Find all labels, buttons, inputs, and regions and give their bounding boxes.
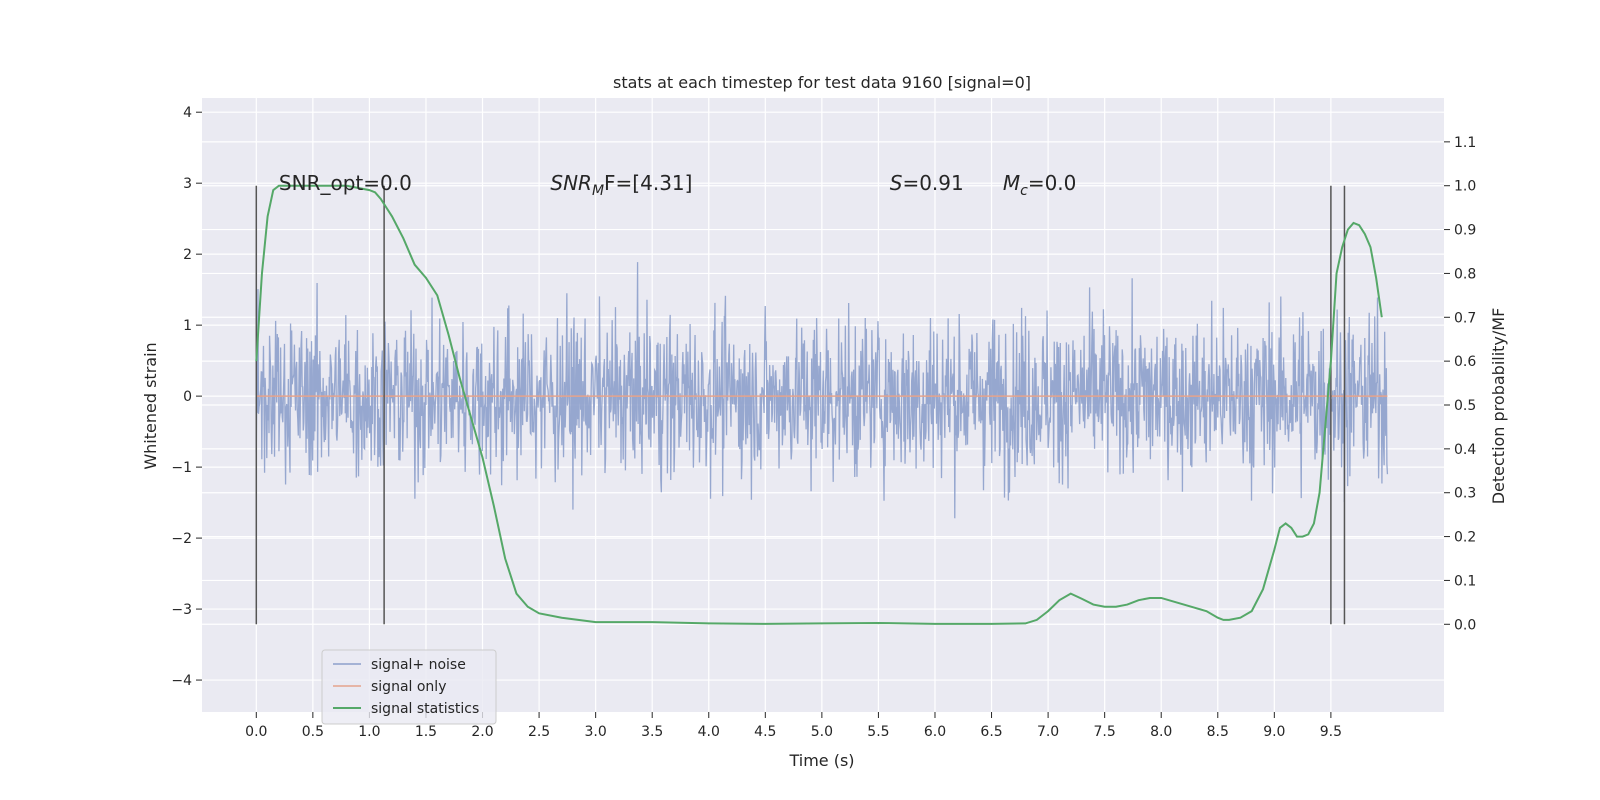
legend-entry-signal-statistics: signal statistics	[371, 701, 479, 717]
signal-statistics-line	[255, 184, 1383, 625]
x-tick-label: 1.5	[415, 724, 437, 740]
legend-entry-signal-plus-noise: signal+ noise	[371, 657, 466, 673]
noise-series-signal-plus-noise	[255, 262, 1389, 519]
annotation-3: Mc=0.0	[1003, 171, 1077, 199]
y-axis-label: Whitened strain	[141, 342, 160, 469]
y-tick-label: 4	[183, 105, 192, 121]
vertical-marker-lines	[255, 185, 1346, 625]
chart-title: stats at each timestep for test data 916…	[613, 73, 1031, 92]
x-axis-ticks: 0.0 0.5 1.0 1.5 2.0 2.5 3.0 3.5 4.0 4.5 5.0 5.5 6.0 6…	[245, 712, 1342, 740]
y-tick-label: −2	[171, 531, 192, 547]
x-tick-label: 6.0	[924, 724, 946, 740]
x-tick-label: 1.0	[358, 724, 380, 740]
y-tick-label: −1	[171, 460, 192, 476]
y-right-tick-label: 0.8	[1454, 266, 1476, 282]
signal-statistics-series	[255, 184, 1383, 625]
x-tick-label: 0.0	[245, 724, 267, 740]
x-tick-label: 7.0	[1037, 724, 1059, 740]
noise-trace	[255, 262, 1389, 519]
x-tick-label: 4.5	[754, 724, 776, 740]
x-tick-label: 7.5	[1094, 724, 1116, 740]
x-tick-label: 8.5	[1207, 724, 1229, 740]
x-tick-label: 3.5	[641, 724, 663, 740]
annotations: SNR_opt=0.0 SNRMF=[4.31] S=0.91 Mc=0.0	[279, 171, 1076, 199]
x-tick-label: 9.0	[1263, 724, 1285, 740]
y-tick-label: 0	[183, 389, 192, 405]
x-tick-label: 8.0	[1150, 724, 1172, 740]
y-right-tick-label: 0.6	[1454, 354, 1476, 370]
y-right-tick-label: 0.0	[1454, 617, 1476, 633]
y-right-tick-label: 0.2	[1454, 530, 1476, 546]
y-right-tick-label: 1.0	[1454, 179, 1476, 195]
y-right-tick-label: 0.1	[1454, 573, 1476, 589]
y-tick-label: 2	[183, 247, 192, 263]
y-right-tick-label: 0.5	[1454, 398, 1476, 414]
y-right-tick-label: 0.4	[1454, 442, 1476, 458]
x-tick-label: 9.5	[1320, 724, 1342, 740]
y-right-tick-label: 1.1	[1454, 135, 1476, 151]
legend-box	[321, 649, 497, 725]
legend: signal+ noise signal only signal statist…	[321, 649, 497, 725]
y-tick-label: 1	[183, 318, 192, 334]
x-tick-label: 3.0	[585, 724, 607, 740]
x-tick-label: 0.5	[302, 724, 324, 740]
x-tick-label: 4.0	[698, 724, 720, 740]
y-tick-label: −4	[171, 673, 192, 689]
y-right-tick-label: 0.3	[1454, 486, 1476, 502]
y-tick-label: −3	[171, 602, 192, 618]
y-right-tick-label: 0.7	[1454, 310, 1476, 326]
x-tick-label: 5.5	[867, 724, 889, 740]
y-tick-label: 3	[183, 176, 192, 192]
annotation-2: S=0.91	[890, 171, 964, 195]
x-tick-label: 2.0	[471, 724, 493, 740]
y-axis-ticks-right: 0.0 0.1 0.2 0.3 0.4 0.5 0.6 0.7 0.8 0.9 1.0 1.1	[1444, 135, 1476, 633]
y-right-tick-label: 0.9	[1454, 223, 1476, 239]
annotation-0: SNR_opt=0.0	[279, 171, 412, 195]
y-axis-label-right: Detection probability/MF	[1489, 308, 1508, 505]
x-tick-label: 6.5	[980, 724, 1002, 740]
x-axis-label: Time (s)	[788, 751, 854, 770]
x-tick-label: 5.0	[811, 724, 833, 740]
legend-entry-signal-only: signal only	[371, 679, 446, 695]
y-axis-ticks-left: −4 −3 −2 −1 0 1 2 3 4	[171, 105, 202, 689]
x-tick-label: 2.5	[528, 724, 550, 740]
annotation-1: SNRMF=[4.31]	[550, 171, 692, 199]
